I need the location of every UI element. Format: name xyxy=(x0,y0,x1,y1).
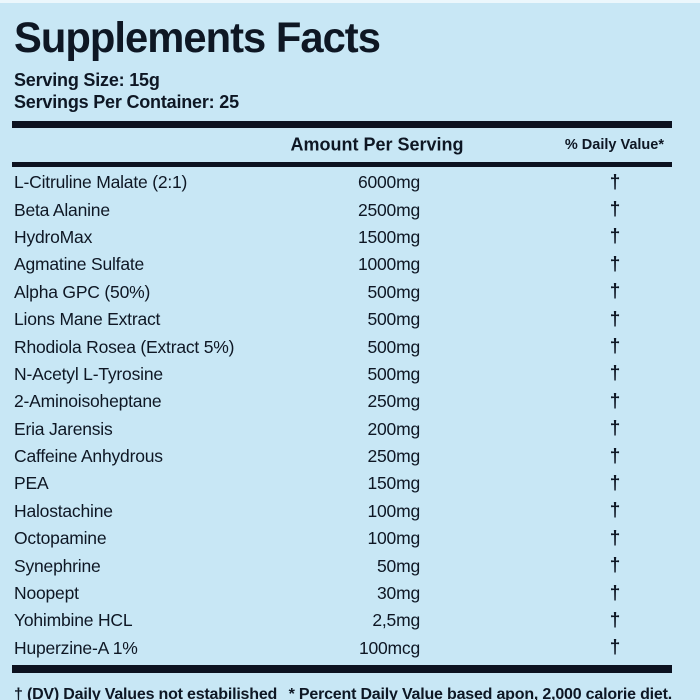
daily-value-dagger: † xyxy=(609,171,621,193)
ingredient-row: Synephrine 50mg † xyxy=(0,552,700,579)
ingredient-row: Lions Mane Extract 500mg † xyxy=(0,306,700,333)
ingredient-amount: 150mg xyxy=(367,473,420,494)
ingredient-name: Alpha GPC (50%) xyxy=(14,281,151,302)
ingredient-amount: 2500mg xyxy=(357,199,420,220)
ingredient-amount: 100mcg xyxy=(358,637,420,658)
footnote-percent-dv: * Percent Daily Value based apon, 2,000 … xyxy=(288,686,673,700)
ingredient-name: Yohimbine HCL xyxy=(14,610,133,631)
ingredient-row: Huperzine-A 1% 100mcg † xyxy=(0,635,700,662)
ingredient-row: HydroMax 1500mg † xyxy=(0,224,700,251)
daily-value-dagger: † xyxy=(609,609,621,631)
daily-value-dagger: † xyxy=(609,445,621,467)
ingredient-name: HydroMax xyxy=(14,226,93,247)
ingredient-row: Alpha GPC (50%) 500mg † xyxy=(0,279,700,306)
ingredient-row: Octopamine 100mg † xyxy=(0,525,700,552)
ingredient-name: 2-Aminoisoheptane xyxy=(14,391,162,412)
panel-title: Supplements Facts xyxy=(14,14,381,62)
ingredient-row: Yohimbine HCL 2,5mg † xyxy=(0,607,700,634)
footnote-daily-value: † (DV) Daily Values not estabilished xyxy=(14,686,278,700)
ingredient-row: PEA 150mg † xyxy=(0,470,700,497)
ingredient-row: Eria Jarensis 200mg † xyxy=(0,416,700,443)
ingredient-amount: 500mg xyxy=(367,336,420,357)
ingredient-name: Synephrine xyxy=(14,555,101,576)
ingredient-amount: 500mg xyxy=(367,309,420,330)
ingredient-row: Agmatine Sulfate 1000mg † xyxy=(0,251,700,278)
ingredient-amount: 250mg xyxy=(367,391,420,412)
daily-value-dagger: † xyxy=(609,472,621,494)
ingredient-amount: 250mg xyxy=(367,446,420,467)
divider-header xyxy=(12,162,672,167)
daily-value-dagger: † xyxy=(609,555,621,577)
ingredient-name: PEA xyxy=(14,473,49,494)
ingredient-name: Huperzine-A 1% xyxy=(14,637,138,658)
ingredient-name: L-Citruline Malate (2:1) xyxy=(14,172,188,193)
ingredient-row: Noopept 30mg † xyxy=(0,580,700,607)
ingredient-amount: 1500mg xyxy=(357,226,420,247)
ingredient-row: Caffeine Anhydrous 250mg † xyxy=(0,443,700,470)
ingredient-row: L-Citruline Malate (2:1) 6000mg † xyxy=(0,169,700,196)
daily-value-dagger: † xyxy=(609,199,621,221)
daily-value-dagger: † xyxy=(609,390,621,412)
servings-per-container: Servings Per Container: 25 xyxy=(14,92,239,112)
ingredient-amount: 50mg xyxy=(377,555,420,576)
ingredient-name: Agmatine Sulfate xyxy=(14,254,145,275)
ingredient-row: Rhodiola Rosea (Extract 5%) 500mg † xyxy=(0,333,700,360)
daily-value-dagger: † xyxy=(609,336,621,358)
ingredient-amount: 100mg xyxy=(367,528,420,549)
ingredient-amount: 1000mg xyxy=(357,254,420,275)
ingredient-row: Halostachine 100mg † xyxy=(0,498,700,525)
daily-value-dagger: † xyxy=(609,226,621,248)
serving-size: Serving Size: 15g xyxy=(14,70,160,90)
ingredient-name: Rhodiola Rosea (Extract 5%) xyxy=(14,336,235,357)
ingredient-amount: 500mg xyxy=(367,281,420,302)
divider-top xyxy=(12,121,672,128)
ingredient-amount: 500mg xyxy=(367,363,420,384)
column-header-amount: Amount Per Serving xyxy=(290,134,464,155)
daily-value-dagger: † xyxy=(609,637,621,659)
divider-bottom xyxy=(12,665,672,674)
ingredient-name: Beta Alanine xyxy=(14,199,110,220)
daily-value-dagger: † xyxy=(609,527,621,549)
daily-value-dagger: † xyxy=(609,500,621,522)
column-header-row: Amount Per Serving % Daily Value* xyxy=(0,128,700,162)
ingredient-row: Beta Alanine 2500mg † xyxy=(0,196,700,223)
ingredient-amount: 200mg xyxy=(367,418,420,439)
ingredient-row: N-Acetyl L-Tyrosine 500mg † xyxy=(0,361,700,388)
ingredient-table: L-Citruline Malate (2:1) 6000mg † Beta A… xyxy=(0,167,700,662)
footnotes: † (DV) Daily Values not estabilished * P… xyxy=(0,673,700,700)
ingredient-amount: 100mg xyxy=(367,500,420,521)
daily-value-dagger: † xyxy=(609,582,621,604)
daily-value-dagger: † xyxy=(609,253,621,275)
ingredient-name: Eria Jarensis xyxy=(14,418,113,439)
ingredient-name: N-Acetyl L-Tyrosine xyxy=(14,363,163,384)
ingredient-name: Halostachine xyxy=(14,500,113,521)
column-header-daily-value: % Daily Value* xyxy=(564,137,664,153)
daily-value-dagger: † xyxy=(609,308,621,330)
ingredient-amount: 2,5mg xyxy=(372,610,420,631)
ingredient-name: Octopamine xyxy=(14,528,107,549)
ingredient-name: Noopept xyxy=(14,583,79,604)
daily-value-dagger: † xyxy=(609,418,621,440)
ingredient-row: 2-Aminoisoheptane 250mg † xyxy=(0,388,700,415)
ingredient-amount: 30mg xyxy=(377,583,420,604)
ingredient-name: Lions Mane Extract xyxy=(14,309,161,330)
ingredient-name: Caffeine Anhydrous xyxy=(14,446,163,467)
daily-value-dagger: † xyxy=(609,363,621,385)
daily-value-dagger: † xyxy=(609,281,621,303)
ingredient-amount: 6000mg xyxy=(357,172,420,193)
